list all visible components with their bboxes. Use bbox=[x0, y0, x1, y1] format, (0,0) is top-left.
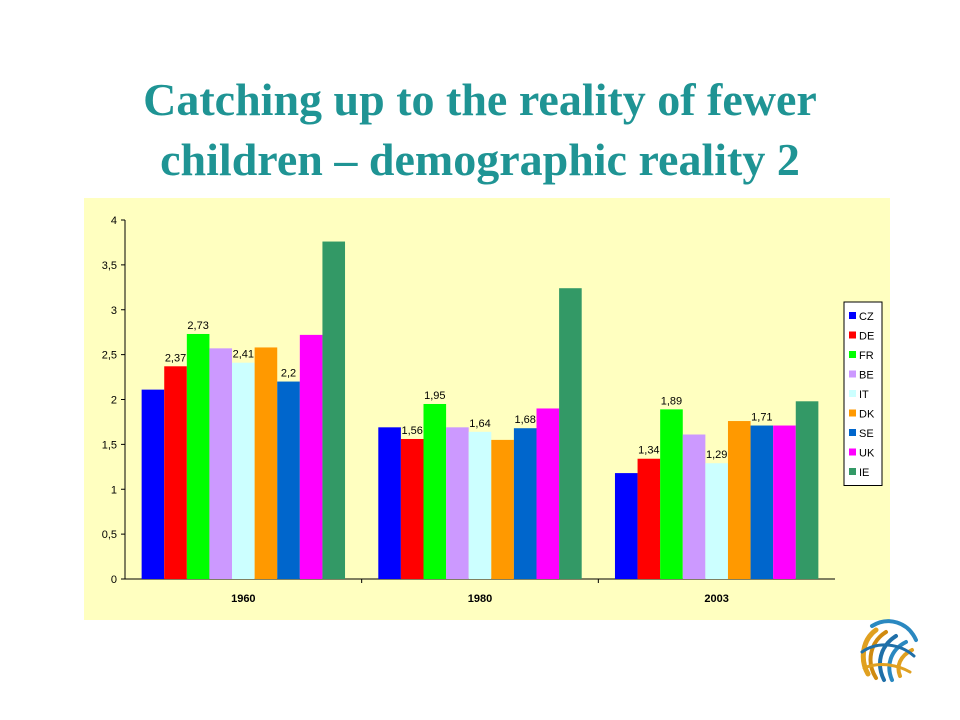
bar-fr bbox=[186, 333, 210, 579]
bar-se bbox=[277, 381, 300, 579]
y-tick-label: 2,5 bbox=[102, 350, 117, 362]
legend-swatch-ie bbox=[849, 468, 856, 475]
bar-dk bbox=[254, 347, 278, 579]
y-tick-label: 0,5 bbox=[102, 529, 117, 541]
legend-swatch-de bbox=[849, 331, 856, 339]
legend-label: SE bbox=[859, 428, 874, 440]
legend-label: FR bbox=[859, 350, 874, 362]
chart-panel: 0 0,5 1 1,5 2 2,5 3 3,5 4 2,37 2,73 2,41 2,2 1960 1,56… bbox=[84, 198, 890, 620]
legend-swatch-cz bbox=[849, 312, 856, 319]
slide-title-line-2: children – demographic reality 2 bbox=[160, 134, 800, 185]
x-category-label: 1960 bbox=[231, 593, 255, 605]
legend-swatch-it bbox=[849, 390, 856, 397]
y-tick-label: 3,5 bbox=[102, 260, 117, 272]
data-label: 1,71 bbox=[751, 412, 772, 424]
bar-de bbox=[164, 366, 187, 579]
bar-se bbox=[513, 428, 537, 579]
legend-label: UK bbox=[859, 448, 875, 460]
bar-cz bbox=[378, 427, 401, 579]
slide-title: Catching up to the reality of fewer chil… bbox=[40, 70, 920, 190]
legend-swatch-fr bbox=[849, 351, 856, 358]
x-category-label: 2003 bbox=[704, 593, 728, 605]
legend-label: BE bbox=[859, 370, 874, 382]
legend-label: DE bbox=[859, 331, 874, 343]
data-label: 1,56 bbox=[401, 425, 422, 437]
data-label: 1,34 bbox=[638, 445, 659, 457]
legend-swatch-uk bbox=[849, 448, 856, 456]
bar-be bbox=[209, 348, 233, 579]
bar-fr bbox=[660, 409, 683, 579]
data-label: 1,68 bbox=[514, 414, 535, 426]
y-tick-label: 0 bbox=[111, 574, 117, 586]
bar-fr bbox=[423, 403, 447, 579]
legend-swatch-be bbox=[849, 370, 856, 378]
bar-ie bbox=[795, 401, 819, 579]
bar-de bbox=[400, 438, 424, 579]
bar-dk bbox=[491, 439, 514, 579]
globe-logo-icon bbox=[860, 619, 918, 682]
slide-title-line-1: Catching up to the reality of fewer bbox=[143, 74, 817, 125]
data-label: 1,64 bbox=[469, 418, 490, 430]
legend-swatch-dk bbox=[849, 409, 856, 417]
legend-label: IE bbox=[859, 467, 869, 479]
bar-de bbox=[637, 458, 661, 579]
bar-ie bbox=[559, 288, 582, 579]
bar-it bbox=[705, 463, 728, 579]
bar-ie bbox=[322, 241, 346, 579]
bar-it bbox=[468, 431, 492, 579]
data-label: 1,29 bbox=[706, 449, 727, 461]
bar-dk bbox=[727, 421, 751, 579]
y-tick-label: 1,5 bbox=[102, 439, 117, 451]
data-label: 2,2 bbox=[281, 368, 296, 380]
legend-label: DK bbox=[859, 409, 875, 421]
bar-chart: 0 0,5 1 1,5 2 2,5 3 3,5 4 2,37 2,73 2,41 2,2 1960 1,56… bbox=[102, 215, 883, 605]
bar-uk bbox=[536, 408, 560, 579]
y-tick-label: 4 bbox=[111, 215, 117, 227]
x-category-label: 1980 bbox=[468, 593, 492, 605]
y-tick-label: 2 bbox=[111, 395, 117, 407]
data-label: 1,89 bbox=[661, 395, 682, 407]
bar-be bbox=[682, 434, 706, 579]
data-label: 1,95 bbox=[424, 390, 445, 402]
data-label: 2,73 bbox=[187, 320, 208, 332]
bar-be bbox=[446, 427, 469, 579]
y-tick-label: 1 bbox=[111, 484, 117, 496]
bar-uk bbox=[773, 425, 796, 579]
legend-label: CZ bbox=[859, 311, 874, 323]
legend-swatch-se bbox=[849, 429, 856, 436]
bar-uk bbox=[299, 334, 323, 579]
bar-it bbox=[232, 362, 255, 579]
data-label: 2,41 bbox=[233, 349, 254, 361]
bar-cz bbox=[141, 389, 165, 579]
bar-cz bbox=[614, 473, 638, 579]
y-tick-label: 3 bbox=[111, 305, 117, 317]
legend-label: IT bbox=[859, 389, 869, 401]
data-label: 2,37 bbox=[165, 352, 186, 364]
bar-se bbox=[750, 425, 774, 579]
